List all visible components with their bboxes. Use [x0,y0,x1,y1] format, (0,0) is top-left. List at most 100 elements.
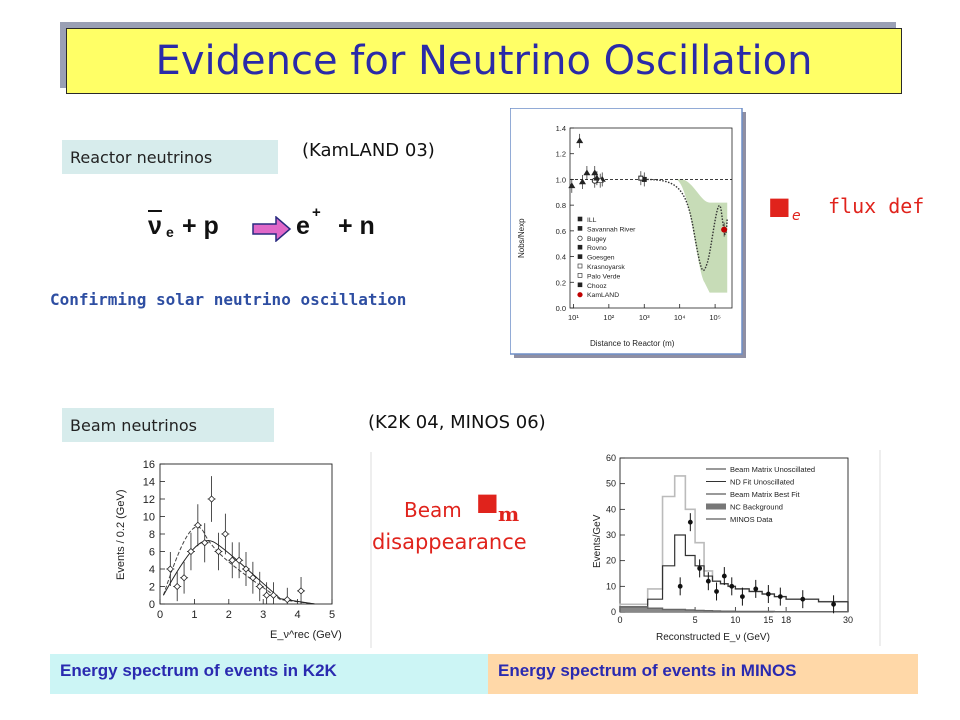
k2k-data-point [166,565,174,573]
legend-entry: Chooz [587,283,607,290]
beam-label: Beam neutrinos [70,415,197,435]
minos-x-tick-label: 0 [617,615,622,625]
kamland-y-tick-label: 0.6 [556,227,566,236]
k2k-data-point [214,547,223,556]
plus-p: + p [182,212,219,240]
data-point-marker [568,182,576,189]
positron-superscript: + [312,204,321,221]
beam-subscript: m [498,502,520,526]
k2k-data-point [283,596,291,604]
minos-x-tick-label: 10 [730,615,740,625]
k2k-data-point [180,574,188,582]
legend-entry: Goesgen [587,255,615,262]
k2k-y-tick-label: 14 [143,477,155,489]
kamland-y-tick-label: 0.4 [556,253,566,262]
kamland-y-tick-label: 0.2 [556,278,566,287]
legend-entry: Rovno [587,245,607,252]
legend-marker-kamland [577,292,583,298]
minos-y-tick-label: 20 [606,556,616,566]
minos-legend-entry: ND Fit Unoscillated [730,478,794,487]
minos-x-tick-label: 15 [763,615,773,625]
minos-legend-entry: Beam Matrix Unoscillated [730,465,815,474]
minos-ylabel: Events/GeV [592,514,603,568]
kamland-y-tick-label: 1.4 [556,124,566,133]
minos-legend-entry: Beam Matrix Best Fit [730,490,801,499]
minos-y-tick-label: 60 [606,453,616,463]
page-title: Evidence for Neutrino Oscillation [155,38,813,84]
k2k-data-point [194,521,202,529]
kamland-x-tick-label: 10⁴ [674,313,686,322]
plus-n: + n [338,212,375,240]
k2k-data-point [297,587,305,595]
data-point-marker [596,177,604,184]
k2k-xlabel: E_ν^rec (GeV) [270,629,342,641]
data-point-marker [576,137,584,144]
k2k-x-tick-label: 2 [226,609,232,621]
kamland-oscillation-curve [644,178,728,272]
data-point-marker [583,169,591,176]
minos-y-tick-label: 40 [606,504,616,514]
legend-entry: Krasnoyarsk [587,264,625,271]
flux-deficit-text: flux def [828,194,925,218]
k2k-data-point [249,574,257,582]
nu-bar-symbol: ν [148,212,162,240]
legend-entry: Palo Verde [587,273,620,280]
legend-entry: Bugey [587,236,607,243]
legend-marker [577,226,583,231]
kamland-x-tick-label: 10³ [639,313,650,322]
minos-data-point [714,589,719,594]
legend-marker [577,244,583,250]
kamland-reference: (KamLAND 03) [302,140,435,161]
minos-data-point [740,594,745,599]
confirming-text: Confirming solar neutrino oscillation [50,290,407,309]
k2k-ylabel: Events / 0.2 (GeV) [115,490,127,580]
k2k-fit-curve [163,540,315,605]
k2k-x-tick-label: 4 [295,609,301,621]
kamland-x-tick-label: 10⁵ [709,313,720,322]
minos-data-point [729,583,735,589]
minos-y-tick-label: 50 [606,479,616,489]
reactor-label: Reactor neutrinos [70,147,213,167]
legend-entry: Savannah River [587,226,636,233]
minos-data-point [753,586,759,592]
legend-marker [577,273,583,278]
minos-data-point [777,594,783,599]
kamland-plot-area [569,127,733,309]
minos-histogram-1 [619,534,849,612]
minos-data-point [687,519,693,525]
minos-caption: Energy spectrum of events in MINOS [498,661,797,680]
legend-marker [577,216,583,222]
reaction-equation: ν e + p e + + n [148,204,408,246]
minos-y-tick-label: 10 [606,581,616,591]
legend-marker [577,235,583,241]
minos-data-point [705,578,711,584]
kamland-xlabel: Distance to Reactor (m) [590,339,675,348]
minos-plot: 0 10 20 30 40 50 60 0 5 10 15 18 30 Beam Matrix Unosc… [592,450,881,646]
k2k-y-tick-label: 10 [143,512,155,524]
kamland-legend: ILL Savannah River Bugey Rovno Goesgen Krasno… [577,216,636,299]
k2k-data-point [201,539,209,547]
k2k-data-point [208,495,216,503]
k2k-data-point [228,556,236,564]
data-point-square [638,175,644,181]
k2k-caption: Energy spectrum of events in K2K [60,661,337,680]
kamland-x-tick-label: 10² [603,313,614,322]
k2k-y-tick-label: 8 [149,529,155,541]
data-point-marker [591,169,599,176]
k2k-x-tick-label: 5 [329,609,335,621]
k2k-data-point [187,547,195,556]
kamland-y-tick-label: 1.2 [556,150,566,159]
minos-axes: 0 10 20 30 40 50 60 0 5 10 15 18 30 Beam Matrix Unosc… [606,453,853,625]
minos-data-point [765,591,771,597]
k2k-y-tick-label: 4 [149,564,155,576]
kamland-x-tick-label: 10¹ [568,313,579,322]
minos-data-point [831,601,836,607]
data-point-marker [593,174,601,181]
legend-marker [577,254,583,259]
minos-x-tick-label: 5 [693,615,698,625]
title-box: Evidence for Neutrino Oscillation [66,28,902,94]
beam-experiments: (K2K 04, MINOS 06) [368,412,546,433]
